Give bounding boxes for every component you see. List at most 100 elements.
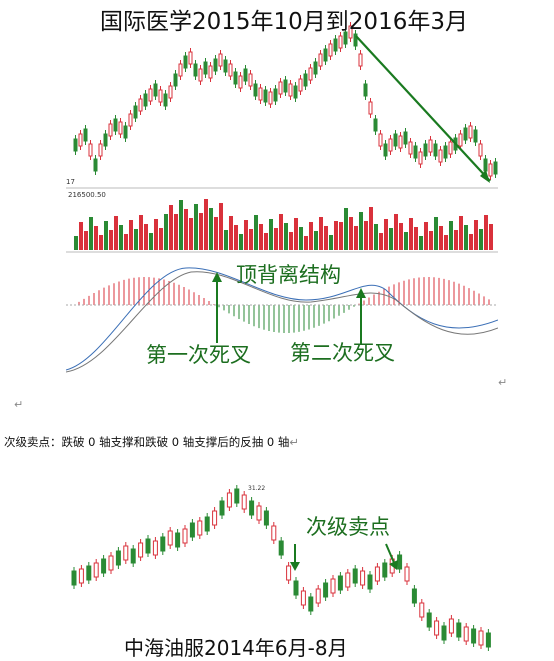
candle-body — [78, 133, 83, 147]
chart-guoji-yixue-svg: 17 216500.50 顶背离结构 第一次死叉 第二次死叉 — [65, 22, 499, 373]
paragraph-secondary-sell-point: 次级卖点：跌破 0 轴支撑和跌破 0 轴支撑后的反抽 0 轴↵ — [4, 434, 299, 450]
candle-body — [288, 83, 293, 97]
candle-body — [441, 625, 447, 641]
volume-bar — [109, 230, 113, 250]
annotation-first-dead-cross: 第一次死叉 — [146, 343, 251, 367]
volume-bar — [249, 229, 253, 250]
macd-dea-line — [65, 271, 499, 373]
volume-bar — [104, 221, 108, 250]
volume-bar — [84, 231, 88, 250]
candle-body — [293, 580, 299, 596]
volume-bar — [379, 233, 383, 250]
return-mark-icon: ↵ — [289, 435, 300, 449]
chart2-title: 中海油服2014年6月-8月 — [124, 636, 348, 660]
volume-bar — [119, 225, 123, 250]
volume-bar — [284, 223, 288, 250]
candle-body — [293, 85, 298, 99]
candle-body — [343, 31, 348, 45]
candle-body — [345, 572, 351, 588]
volume-bar — [204, 199, 208, 250]
candle-body — [163, 93, 168, 107]
candle-body — [271, 525, 277, 541]
volume-bar — [444, 235, 448, 250]
volume-bar — [149, 233, 153, 250]
volume-bar — [199, 213, 203, 250]
candle-body — [113, 118, 118, 132]
candle-body — [101, 558, 107, 574]
candle-body — [456, 622, 462, 638]
candle-body — [193, 63, 198, 77]
chart-guoji-yixue: 17 216500.50 顶背离结构 第一次死叉 第二次死叉 — [65, 0, 499, 386]
candle-body — [393, 133, 398, 147]
candle-body — [103, 133, 108, 147]
volume-bar — [234, 225, 238, 250]
candle-body — [300, 590, 306, 606]
candle-body — [160, 536, 166, 552]
candle-body — [286, 565, 292, 581]
candle-body — [443, 145, 448, 159]
volume-bar — [429, 231, 433, 250]
candle-body — [382, 562, 388, 578]
candle-body — [315, 588, 321, 604]
volume-bar — [389, 228, 393, 250]
volume-bar — [89, 217, 93, 250]
volume-bar — [269, 219, 273, 250]
candle-body — [413, 145, 418, 159]
annotation-second-dead-cross: 第二次死叉 — [290, 341, 395, 365]
candle-body — [428, 139, 433, 153]
volume-bar — [159, 228, 163, 250]
volume-bar — [414, 227, 418, 250]
candle-body — [398, 135, 403, 149]
volume-bar — [154, 219, 158, 250]
candle-body — [378, 133, 383, 147]
sell-point-arrow-left-head — [290, 562, 300, 571]
candle-body — [448, 141, 453, 155]
candle-body — [373, 118, 378, 132]
candle-body — [308, 67, 313, 81]
downtrend-arrow-head — [480, 170, 490, 183]
candle-body — [468, 125, 473, 139]
volume-bar — [479, 229, 483, 250]
candle-body — [218, 53, 223, 67]
volume-bar — [209, 208, 213, 250]
volume-bar — [409, 218, 413, 250]
volume-bar — [279, 214, 283, 250]
peak-price-label: 31.22 — [248, 485, 265, 492]
candle-body — [249, 500, 255, 516]
volume-bar — [399, 223, 403, 250]
candle-body — [78, 568, 84, 584]
candle-body — [318, 53, 323, 67]
candle-body — [256, 505, 262, 521]
candle-body — [303, 73, 308, 87]
candle-body — [167, 530, 173, 546]
volume-bar — [374, 224, 378, 250]
candle-body — [313, 61, 318, 75]
candle-body — [426, 612, 432, 628]
sell-point-arrow-right — [385, 543, 396, 566]
candle-body — [212, 510, 218, 526]
candle-body — [423, 143, 428, 157]
volume-bar — [219, 203, 223, 250]
volume-bar — [94, 226, 98, 250]
candle-body — [238, 75, 243, 89]
volume-bar — [439, 226, 443, 250]
candle-body — [278, 540, 284, 556]
candle-body — [348, 25, 353, 39]
candle-body — [203, 61, 208, 75]
volume-bar — [489, 224, 493, 250]
sell-point-arrow-right-head — [389, 560, 398, 570]
candle-body — [241, 494, 247, 510]
candle-body — [183, 55, 188, 69]
volume-bar — [124, 234, 128, 250]
volume-bar — [419, 236, 423, 250]
volume-bar — [369, 207, 373, 250]
candle-body — [197, 520, 203, 536]
candle-body — [198, 68, 203, 82]
volume-bar — [139, 215, 143, 250]
volume-bar — [134, 229, 138, 250]
volume-bar — [304, 236, 308, 250]
volume-bar — [469, 234, 473, 250]
price-axis-label: 17 — [66, 178, 75, 186]
candle-body — [308, 596, 314, 612]
candle-body — [408, 141, 413, 155]
